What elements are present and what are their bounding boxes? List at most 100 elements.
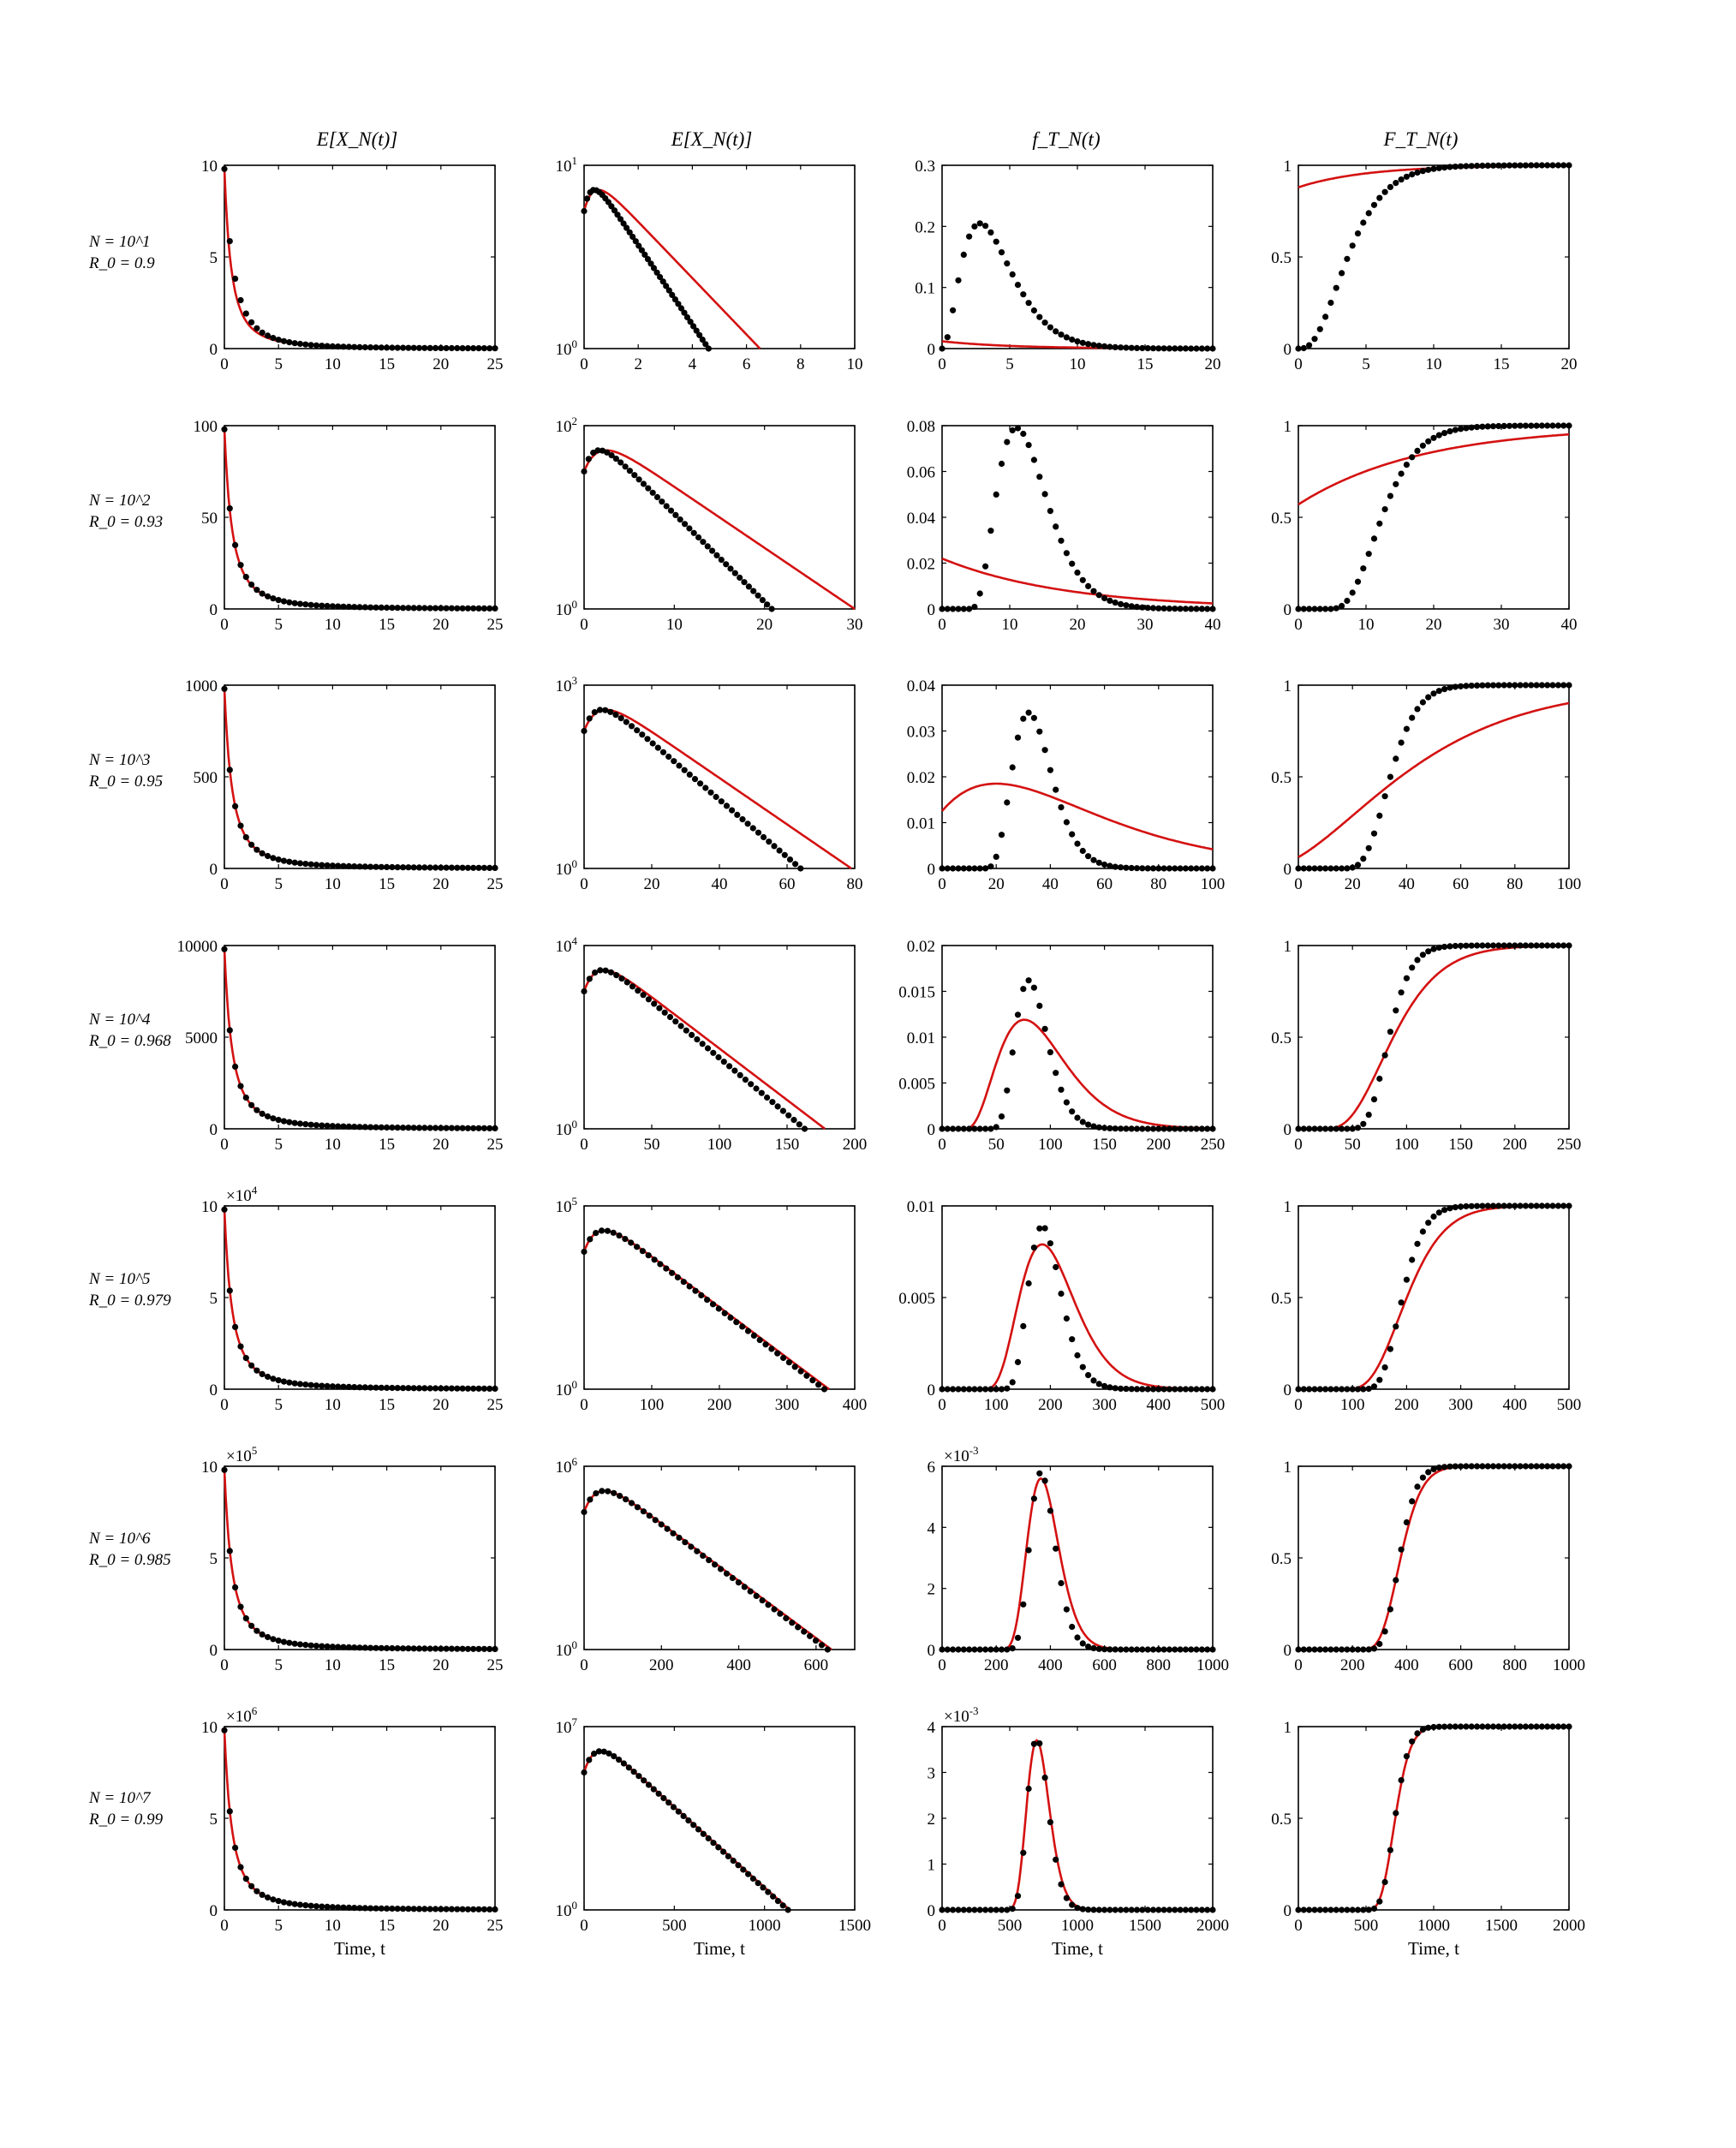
data-point — [1004, 1646, 1011, 1653]
data-point — [777, 1610, 784, 1617]
data-point — [1468, 683, 1475, 689]
data-point — [998, 460, 1005, 468]
data-point — [741, 1584, 748, 1590]
data-point — [1458, 683, 1465, 689]
data-point — [1468, 424, 1475, 431]
data-point — [797, 1368, 804, 1375]
data-point — [1430, 1723, 1437, 1731]
data-point — [653, 493, 661, 501]
data-point — [405, 1645, 412, 1652]
data-point — [1047, 1819, 1053, 1826]
data-point — [809, 1377, 816, 1384]
data-point — [1365, 1646, 1372, 1653]
data-point — [1479, 682, 1486, 689]
data-point — [438, 344, 444, 351]
data-point — [448, 864, 456, 871]
data-point — [1209, 1906, 1216, 1913]
data-point — [710, 1840, 717, 1847]
data-point — [302, 861, 309, 868]
data-point — [1522, 422, 1529, 429]
x-tick-label: 40 — [1399, 875, 1415, 893]
data-point — [1311, 606, 1318, 612]
data-point — [771, 843, 778, 850]
data-point — [1014, 734, 1022, 741]
data-point — [774, 1898, 782, 1905]
data-point — [1398, 1777, 1405, 1784]
data-point — [1474, 163, 1481, 170]
data-point — [599, 1488, 606, 1495]
data-point — [606, 1750, 612, 1757]
data-point — [1101, 594, 1108, 602]
data-point — [356, 604, 363, 611]
data-point — [591, 709, 598, 716]
data-point — [640, 480, 647, 487]
data-point — [1144, 1125, 1151, 1132]
data-point — [254, 1888, 260, 1894]
y-tick-label: 10 — [201, 158, 218, 176]
data-point — [1495, 422, 1502, 430]
data-point — [335, 1904, 342, 1911]
data-point — [427, 344, 433, 351]
data-point — [976, 1906, 983, 1913]
data-point — [237, 1343, 244, 1350]
data-point — [1544, 422, 1551, 429]
data-point — [1430, 1465, 1437, 1472]
plot-frame — [583, 945, 856, 1130]
data-point — [1079, 1363, 1086, 1370]
data-point — [960, 1906, 967, 1913]
data-point — [1144, 865, 1151, 872]
data-point — [797, 865, 804, 872]
y-tick-label: 1 — [1284, 1198, 1292, 1216]
data-point — [1376, 812, 1383, 820]
x-tick-label: 5 — [274, 1396, 283, 1414]
data-point — [319, 1643, 325, 1650]
data-point — [586, 715, 593, 722]
x-tick-label: 0 — [1294, 355, 1303, 373]
data-point — [324, 1382, 331, 1389]
x-tick-label: 15 — [379, 1656, 395, 1674]
data-point — [610, 1229, 617, 1236]
data-point — [1172, 606, 1178, 612]
y-tick-label: 0 — [210, 1642, 218, 1660]
data-point — [939, 1125, 946, 1132]
data-point — [1079, 339, 1086, 346]
data-point — [302, 601, 309, 608]
data-point — [623, 719, 629, 725]
data-point — [394, 1645, 401, 1652]
data-point — [1041, 491, 1048, 498]
data-point — [486, 605, 493, 612]
data-point — [1177, 345, 1184, 352]
data-point — [373, 1384, 379, 1391]
data-point — [1133, 1906, 1141, 1913]
data-point — [944, 334, 951, 341]
data-point — [1479, 162, 1486, 170]
data-point — [265, 1894, 271, 1901]
data-point — [1300, 1125, 1307, 1132]
x-tick-label: 20 — [644, 875, 660, 893]
data-point — [626, 229, 633, 236]
data-point — [694, 1036, 701, 1043]
data-point — [611, 1753, 617, 1760]
model-line — [942, 1739, 1213, 1912]
data-point — [628, 1239, 635, 1246]
model-line — [1298, 433, 1570, 506]
data-point — [1403, 462, 1410, 468]
data-point — [242, 310, 249, 317]
data-point — [749, 1875, 757, 1882]
data-point — [1344, 1386, 1351, 1393]
data-point — [1484, 942, 1491, 949]
data-point — [1204, 1906, 1211, 1913]
data-point — [296, 600, 304, 607]
data-point — [801, 1628, 808, 1635]
y-tick-label: 0.03 — [907, 724, 935, 742]
model-line — [942, 1477, 1213, 1651]
data-point — [1025, 1280, 1032, 1287]
data-point — [1370, 535, 1378, 542]
data-point — [1376, 1376, 1383, 1383]
x-tick-label: 200 — [1340, 1656, 1365, 1674]
data-point — [1128, 1125, 1135, 1132]
data-point — [280, 1899, 288, 1906]
data-point — [378, 1905, 385, 1912]
data-point — [1177, 1386, 1184, 1393]
